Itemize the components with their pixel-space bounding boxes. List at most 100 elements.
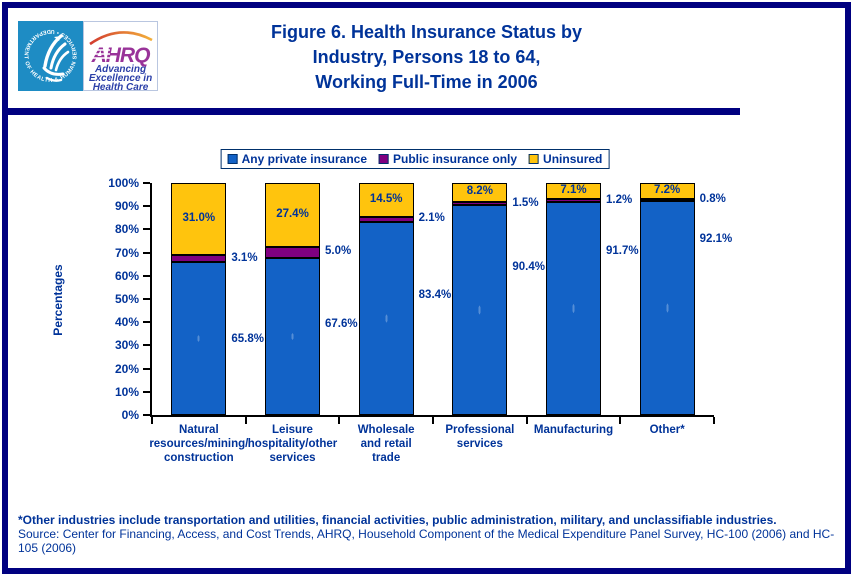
segment-public-insurance-only bbox=[171, 255, 227, 263]
y-tick-label: 0% bbox=[121, 408, 139, 422]
x-axis-tick bbox=[151, 417, 153, 424]
category-label-line: hospitality/other bbox=[247, 438, 338, 450]
segment-public-insurance-only bbox=[265, 246, 320, 259]
y-axis-tick bbox=[143, 251, 150, 254]
legend-swatch-any-private-insurance bbox=[227, 154, 238, 164]
value-label-private: 67.6% bbox=[325, 317, 358, 330]
category-label-manufacturing: Manufacturing bbox=[514, 423, 634, 437]
value-label-uninsured: 27.4% bbox=[276, 207, 309, 220]
y-tick-label: 60% bbox=[114, 268, 139, 283]
category-label-natural-resources-mining-construction: Natural resources/mining/construction bbox=[139, 423, 259, 465]
value-label-public: 1.2% bbox=[606, 193, 633, 206]
category-label-line: Other* bbox=[649, 424, 685, 436]
y-tick-label: 20% bbox=[114, 361, 139, 376]
category-label-professional-services: Professional services bbox=[420, 423, 540, 451]
value-label-public: 0.8% bbox=[699, 193, 726, 206]
y-tick-label: 10% bbox=[114, 384, 139, 399]
x-axis-tick bbox=[619, 417, 622, 424]
value-label-public: 2.1% bbox=[418, 212, 445, 225]
y-axis-tick bbox=[143, 182, 150, 185]
source-note: Source: Center for Financing, Access, an… bbox=[18, 527, 835, 555]
ahrq-logo: AHRQ Advancing Excellence in Health Care bbox=[83, 21, 158, 93]
segment-uninsured bbox=[171, 183, 227, 256]
title-line-3: Working Full-Time in 2006 bbox=[315, 72, 538, 92]
legend-item-uninsured: Uninsured bbox=[529, 152, 602, 166]
value-label-uninsured: 8.2% bbox=[466, 185, 493, 198]
segment-any-private-insurance bbox=[546, 202, 601, 415]
segment-public-insurance-only bbox=[546, 199, 601, 203]
x-axis-tick bbox=[713, 417, 715, 424]
segment-uninsured bbox=[546, 183, 601, 200]
ahrq-tagline-line: Excellence in bbox=[89, 73, 152, 84]
legend-label: Any private insurance bbox=[241, 152, 368, 166]
footnotes: *Other industries include transportation… bbox=[18, 513, 846, 555]
segment-any-private-insurance bbox=[358, 221, 414, 415]
y-tick-label: 30% bbox=[114, 338, 139, 353]
value-label-private: 83.4% bbox=[418, 288, 452, 301]
legend-swatch-public-insurance-only bbox=[379, 154, 390, 164]
value-label-public: 1.5% bbox=[512, 196, 539, 209]
ahrq-tagline-line: Health Care bbox=[93, 82, 149, 90]
value-label-private: 90.4% bbox=[512, 260, 545, 273]
category-label-other-: Other* bbox=[607, 423, 727, 437]
y-axis-tick bbox=[143, 274, 150, 277]
y-axis-title: Percentages bbox=[51, 264, 65, 336]
value-label-uninsured: 31.0% bbox=[182, 212, 216, 225]
category-label-line: Wholesale bbox=[357, 424, 415, 436]
value-label-private: 65.8% bbox=[231, 333, 264, 346]
category-label-line: and retail bbox=[360, 438, 412, 450]
segment-uninsured bbox=[639, 182, 695, 200]
y-tick-label: 90% bbox=[114, 199, 139, 214]
value-label-uninsured: 7.2% bbox=[654, 184, 681, 197]
category-label-line: trade bbox=[372, 452, 401, 464]
segment-any-private-insurance bbox=[639, 201, 695, 415]
category-label-line: services bbox=[269, 452, 316, 464]
header-divider bbox=[2, 108, 740, 115]
title-line-2: Industry, Persons 18 to 64, bbox=[312, 47, 541, 67]
segment-any-private-insurance bbox=[265, 258, 320, 415]
y-tick-label: 40% bbox=[114, 315, 139, 330]
value-label-uninsured: 14.5% bbox=[369, 192, 403, 205]
category-label-leisure-hospitality-other-services: Leisure hospitality/other services bbox=[233, 423, 353, 465]
segment-uninsured bbox=[452, 182, 508, 202]
legend-item-any-private-insurance: Any private insurance bbox=[227, 152, 368, 166]
ahrq-arc-icon bbox=[89, 31, 153, 46]
x-axis-tick bbox=[432, 417, 434, 424]
y-axis-tick bbox=[143, 298, 150, 300]
category-label-wholesale-and-retail-trade: Wholesale and retail trade bbox=[326, 423, 446, 465]
y-axis-tick bbox=[143, 414, 150, 416]
category-label-line: resources/mining/ bbox=[149, 438, 249, 450]
value-label-private: 91.7% bbox=[606, 244, 639, 257]
y-tick-label: 100% bbox=[108, 176, 139, 190]
y-tick-label: 70% bbox=[114, 245, 139, 260]
value-label-public: 3.1% bbox=[231, 251, 258, 264]
segment-public-insurance-only bbox=[358, 216, 414, 222]
category-label-line: Manufacturing bbox=[533, 424, 614, 436]
segment-any-private-insurance bbox=[171, 262, 227, 415]
agency-logos: DEPARTMENT OF HEALTH & HUMAN SERVICES • … bbox=[16, 17, 158, 93]
category-label-line: construction bbox=[164, 452, 234, 464]
segment-public-insurance-only bbox=[452, 201, 508, 206]
title-line-1: Figure 6. Health Insurance Status by bbox=[270, 22, 583, 42]
plot-area: 0% 10% 20% 30% 40% 50% 60% 70% 80% 90% 100% 31.0% 3.… bbox=[108, 176, 732, 464]
segment-public-insurance-only bbox=[639, 199, 695, 202]
y-axis-tick bbox=[143, 321, 150, 324]
other-industries-footnote: *Other industries include transportation… bbox=[18, 513, 777, 527]
legend-swatch-uninsured bbox=[529, 154, 540, 164]
value-label-private: 92.1% bbox=[699, 233, 733, 246]
value-label-public: 5.0% bbox=[325, 245, 352, 258]
x-axis-tick bbox=[338, 417, 341, 424]
legend-label: Uninsured bbox=[543, 152, 603, 166]
y-axis-tick bbox=[143, 228, 150, 231]
y-axis-tick bbox=[143, 344, 150, 347]
x-axis-tick bbox=[244, 417, 247, 424]
category-label-line: Professional bbox=[445, 424, 515, 436]
y-axis-tick bbox=[143, 367, 150, 370]
y-axis-tick bbox=[143, 390, 150, 393]
hhs-logo: DEPARTMENT OF HEALTH & HUMAN SERVICES • … bbox=[16, 17, 83, 91]
segment-any-private-insurance bbox=[452, 205, 508, 415]
x-axis-tick bbox=[525, 417, 528, 424]
segment-uninsured bbox=[358, 183, 414, 217]
y-tick-label: 50% bbox=[114, 292, 139, 306]
